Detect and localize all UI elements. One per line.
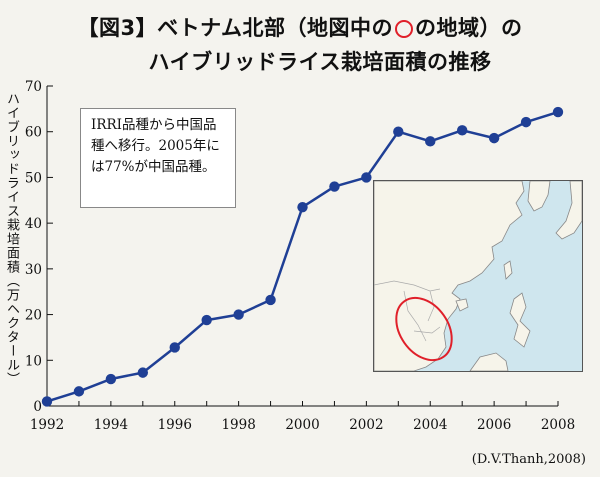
x-tick-label: 2000 <box>285 417 319 433</box>
y-tick-label: 70 <box>25 79 42 95</box>
y-tick-label: 40 <box>25 216 42 232</box>
chart-title-line2: ハイブリッドライス栽培面積の推移 <box>148 50 492 74</box>
data-point <box>137 367 149 378</box>
title-suffix: の地域）の <box>414 16 523 40</box>
data-point <box>456 125 468 136</box>
x-tick-label: 1996 <box>158 417 192 433</box>
y-tick-label: 30 <box>25 262 42 278</box>
title-prefix: 【図3】ベトナム北部（地図中の <box>77 16 393 40</box>
data-point <box>297 201 308 213</box>
y-tick-label: 0 <box>33 399 42 415</box>
red-circle-icon <box>394 20 413 38</box>
map-land-hainan <box>455 298 469 312</box>
data-point <box>105 373 117 385</box>
x-tick-label: 1998 <box>221 417 255 433</box>
data-point <box>329 181 340 192</box>
y-tick-label: 20 <box>25 308 42 324</box>
data-point <box>73 386 85 397</box>
map-land-taiwan <box>503 260 513 280</box>
annotation-box: IRRI品種から中国品種へ移行。2005年には77%が中国品種。 <box>80 108 236 208</box>
map-land-borneo <box>469 352 509 371</box>
source-citation: (D.V.Thanh,2008) <box>471 452 586 467</box>
y-tick-label: 10 <box>25 353 42 369</box>
chart-title-line1: 【図3】ベトナム北部（地図中の の地域）の <box>0 12 600 42</box>
data-point <box>425 136 436 147</box>
x-tick-label: 2002 <box>349 417 383 433</box>
x-tick-label: 2006 <box>477 417 511 433</box>
data-point <box>552 106 564 118</box>
map-land-japan <box>555 181 582 240</box>
data-point <box>488 132 500 144</box>
data-point <box>233 309 244 320</box>
data-point <box>169 342 180 353</box>
data-point <box>393 126 404 137</box>
x-tick-label: 2004 <box>413 417 447 433</box>
data-point <box>361 172 372 183</box>
data-point <box>520 116 532 128</box>
vietnam-region-map <box>373 180 583 372</box>
map-land-philippines <box>509 292 531 348</box>
map-highlight-ellipse <box>395 296 453 362</box>
data-point <box>41 396 53 407</box>
data-point <box>265 294 276 306</box>
y-tick-label: 60 <box>25 125 42 141</box>
y-axis-label: ハイブリッドライス栽培面積（万ヘクタール） <box>4 92 19 386</box>
x-tick-label: 1992 <box>30 417 64 433</box>
x-tick-label: 2008 <box>541 417 575 433</box>
map-land-mainland <box>374 181 525 371</box>
map-borders <box>374 280 441 342</box>
x-tick-label: 1994 <box>94 417 128 433</box>
data-point <box>201 314 212 326</box>
y-tick-label: 50 <box>25 170 42 186</box>
map-land-korea <box>527 181 551 212</box>
map-graphic <box>374 181 582 371</box>
